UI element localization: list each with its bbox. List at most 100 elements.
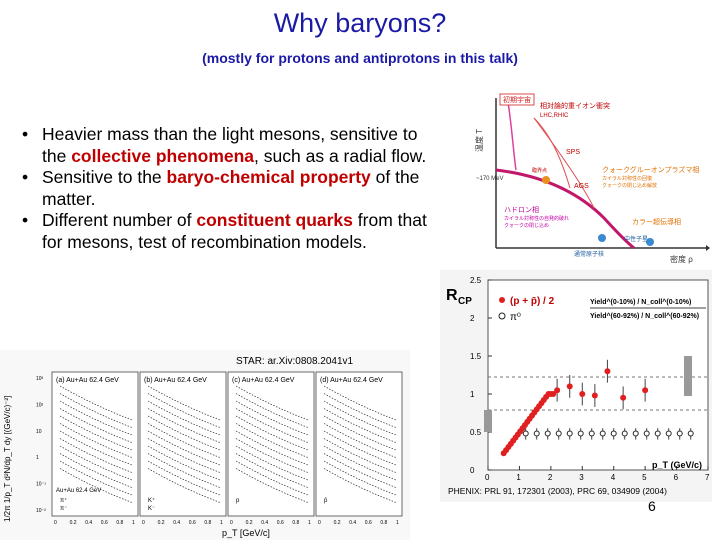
star-spectrum-curve [59,393,133,428]
early-universe-label: 初期宇宙 [503,95,531,104]
legend-ratio-top: Yield^(0-10%) / N_coll^(0-10%) [590,298,691,306]
star-panel: (d) Au+Au 62.4 GeV p̄ 0 0.2 0.4 0.6 0.8 1 [315,371,403,526]
star-y-tick-label: 10 [36,429,42,435]
rcp-y-label: R [446,287,458,304]
star-spectrum-curve [323,415,397,451]
star-y-label: 1/2π 1/p_T d²N/dp_T dy [(GeV/c)⁻²] [3,396,12,522]
star-x-tick-label: 0.6 [277,520,284,526]
star-spectrum-curve [323,408,397,443]
phase-y-label: 温度 T [474,129,484,152]
slide-title: Why baryons? [273,8,447,38]
star-x-tick-label: 1 [396,520,399,526]
star-panel-frame [227,371,315,517]
rcp-band-left [484,410,492,432]
early-universe-path [507,101,517,171]
star-spectrum-curve [235,385,309,421]
early-universe-box [499,93,535,106]
proton-point [554,387,561,394]
star-spectrum-curve [235,438,309,473]
star-spectrum-curve [147,423,221,458]
star-panel: (c) Au+Au 62.4 GeV p 0 0.2 0.4 0.6 0.8 1 [227,371,315,526]
star-spectrum-curve [235,468,309,503]
phase-temp-label: ~170 MeV [476,176,504,182]
rcp-x-tick-label: 1 [516,473,521,482]
star-spectrum-curve [147,438,221,473]
star-spectrum-curve [235,430,309,466]
star-spectrum-curve [59,460,133,496]
pion-point [555,430,562,437]
star-spectrum-curve [235,408,309,443]
bullet-marker: • [22,210,29,230]
pion-point [632,430,639,437]
star-panel-tag: (c) Au+Au 62.4 GeV [232,377,295,384]
rcp-y-tick-label: 1 [470,390,475,399]
star-particle-label: K⁻ [148,506,155,512]
star-citation: STAR: ar.Xiv:0808.2041v1 [236,356,354,367]
star-spectrum-curve [59,385,133,421]
star-spectra-svg: STAR: ar.Xiv:0808.2041v1 1/2π 1/p_T d²N/… [3,356,403,538]
pion-point [665,430,672,437]
rcp-y-tick-label: 0 [470,466,475,475]
star-spectrum-curve [147,430,221,466]
star-particle-label: p [236,498,240,504]
star-spectrum-curve [147,408,221,443]
star-particle-label: π⁻ [60,506,67,512]
rcp-x-tick-label: 6 [674,473,679,482]
heavy-ion-label: 相対論的重イオン衝突 [540,101,610,110]
pion-point [522,430,529,437]
star-x-tick-label: 0.6 [189,520,196,526]
rcp-band-right [684,356,692,396]
star-y-tick-label: 10⁻² [36,508,46,514]
rcp-x-tick-label: 0 [485,473,490,482]
pion-point [577,430,584,437]
proton-point [566,383,573,390]
star-x-tick-label: 0.6 [365,520,372,526]
nucleus-marker [598,234,606,242]
hadron-sub2: クォークの閉じ込め [504,222,549,229]
star-x-tick-label: 0.4 [349,520,356,526]
star-spectrum-curve [147,415,221,451]
star-y-tick-label: 10³ [36,376,44,382]
star-x-tick-label: 0.6 [101,520,108,526]
star-particle-label: K⁺ [148,497,155,504]
rcp-x-tick-label: 7 [705,473,710,482]
star-spectrum-curve [235,393,309,428]
critical-point-marker [542,176,550,184]
star-spectrum-curve [323,460,397,496]
rcp-y-tick-label: 1.5 [470,352,482,361]
star-spectrum-curve [235,453,309,488]
qgp-sub1: カイラル対称性の回復 [602,175,652,182]
star-x-tick-label: 0.2 [334,520,341,526]
legend-pion-label: π⁰ [510,312,521,323]
page-number: 6 [648,498,656,514]
star-spectrum-curve [323,468,397,503]
qgp-label: クォークグルーオンプラズマ相 [602,165,699,174]
star-x-tick-label: 0 [142,520,145,526]
star-spectrum-curve [323,453,397,488]
hadron-label: ハドロン相 [504,205,539,214]
pion-point [610,430,617,437]
proton-point [620,394,627,401]
star-spectrum-curve [59,423,133,458]
rcp-data-points [500,359,694,457]
ags-path [533,117,595,209]
ags-label: AGS [574,183,589,190]
nucleus-label: 通常原子核 [574,250,604,258]
star-x-tick-label: 0 [54,520,57,526]
star-spectrum-curve [323,423,397,458]
rcp-x-ticks: 0 1 2 3 4 5 6 7 [485,466,710,482]
star-x-tick-label: 0.8 [292,520,299,526]
star-spectrum-curve [147,453,221,488]
star-spectrum-curve [59,453,133,488]
highlight-baryochemical: baryo-chemical property [166,167,371,187]
phase-x-label: 密度 ρ [670,254,693,264]
neutron-star-marker [646,238,654,246]
proton-point [550,391,557,397]
pion-point [544,430,551,437]
star-spectrum-curve [323,400,397,436]
star-x-tick-label: 0.2 [158,520,165,526]
pion-point [654,430,661,437]
sps-path [533,117,571,189]
pion-point [687,430,694,437]
